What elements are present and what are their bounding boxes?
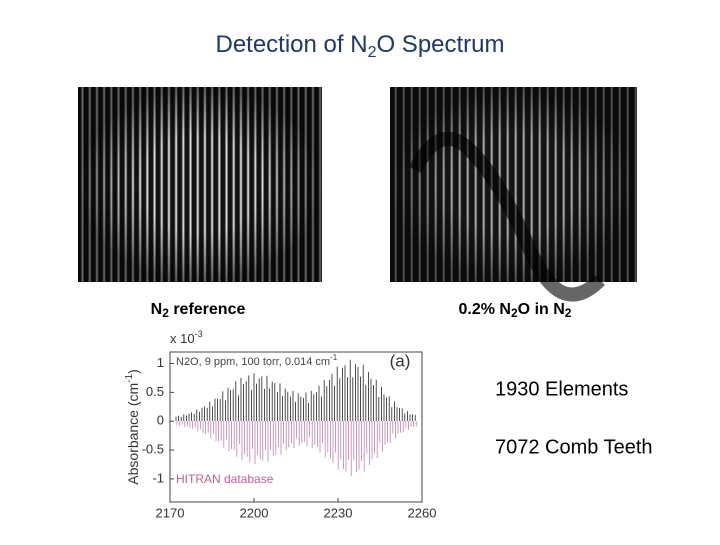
fringe-image [390, 87, 637, 302]
reference-label: HITRAN database [176, 472, 274, 486]
y-tick-label: 1 [157, 355, 164, 370]
image-caption: N2 reference [151, 301, 246, 320]
x-tick-label: 2200 [240, 505, 269, 520]
image-caption: 0.2% N2O in N2 [459, 301, 572, 320]
x-tick-label: 2260 [408, 505, 437, 520]
panel-label: (a) [390, 351, 411, 370]
spectrum-lines [175, 359, 417, 477]
bullet-text: 1930 Elements [495, 378, 628, 400]
legend: N2O, 9 ppm, 100 torr, 0.014 cm-1 [176, 353, 338, 368]
slide-title: Detection of N2O Spectrum [215, 31, 504, 61]
fringe-image [78, 87, 322, 282]
bullet-text: 7072 Comb Teeth [495, 436, 653, 458]
x-tick-label: 2230 [324, 505, 353, 520]
y-tick-label: -0.5 [142, 442, 164, 457]
y-tick-label: -1 [152, 470, 164, 485]
x-tick-label: 2170 [156, 505, 185, 520]
y-tick-label: 0.5 [146, 384, 164, 399]
y-tick-label: 0 [157, 413, 164, 428]
axis-exponent: x 10-3 [170, 329, 203, 346]
spectrum-figure: x 10-3 N2O, 9 ppm, 100 torr, 0.014 cm-1 … [124, 329, 437, 520]
y-axis-label: Absorbance (cm-1) [124, 369, 141, 485]
